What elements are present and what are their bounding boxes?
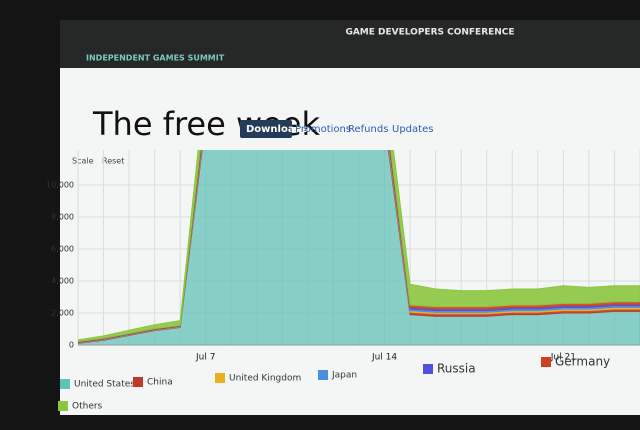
legend-label: Russia <box>437 362 476 376</box>
x-tick-label: Jul 21 <box>550 353 576 363</box>
y-tick-label: 0 <box>69 341 74 350</box>
legend-label: Germany <box>555 355 610 369</box>
x-tick-label: Jul 14 <box>371 353 397 363</box>
area <box>78 150 640 345</box>
legend-swatch <box>215 373 225 383</box>
legend-label: United States <box>74 380 135 390</box>
legend-swatch <box>58 401 68 411</box>
y-tick-label: 10,000 <box>46 181 74 190</box>
legend-swatch <box>60 379 70 389</box>
y-tick-label: 2,000 <box>51 309 74 318</box>
conference: GAME DEVELOPERS CONFERENCE <box>345 28 514 38</box>
y-tick-label: 4,000 <box>51 277 74 286</box>
tab[interactable]: Downloads <box>246 124 308 135</box>
legend-swatch <box>541 357 551 367</box>
legend-label: United Kingdom <box>229 374 301 384</box>
tab[interactable]: Refunds <box>348 124 388 135</box>
header-bar <box>60 20 640 68</box>
control[interactable]: Scale <box>72 157 94 166</box>
legend-label: China <box>147 378 173 388</box>
y-tick-label: 6,000 <box>51 245 74 254</box>
legend-label: Others <box>72 402 103 412</box>
y-tick-label: 8,000 <box>51 213 74 222</box>
legend-swatch <box>423 364 433 374</box>
legend-swatch <box>133 377 143 387</box>
plot <box>78 150 640 345</box>
tab[interactable]: Promotions <box>295 124 351 135</box>
tab[interactable]: Updates <box>392 124 433 135</box>
control[interactable]: Reset <box>102 157 124 166</box>
tab-active <box>240 120 292 138</box>
x-tick-label: Jul 7 <box>195 353 215 363</box>
area <box>78 150 640 342</box>
summit: INDEPENDENT GAMES SUMMIT <box>86 54 225 63</box>
legend-swatch <box>318 370 328 380</box>
legend-label: Japan <box>331 371 357 381</box>
